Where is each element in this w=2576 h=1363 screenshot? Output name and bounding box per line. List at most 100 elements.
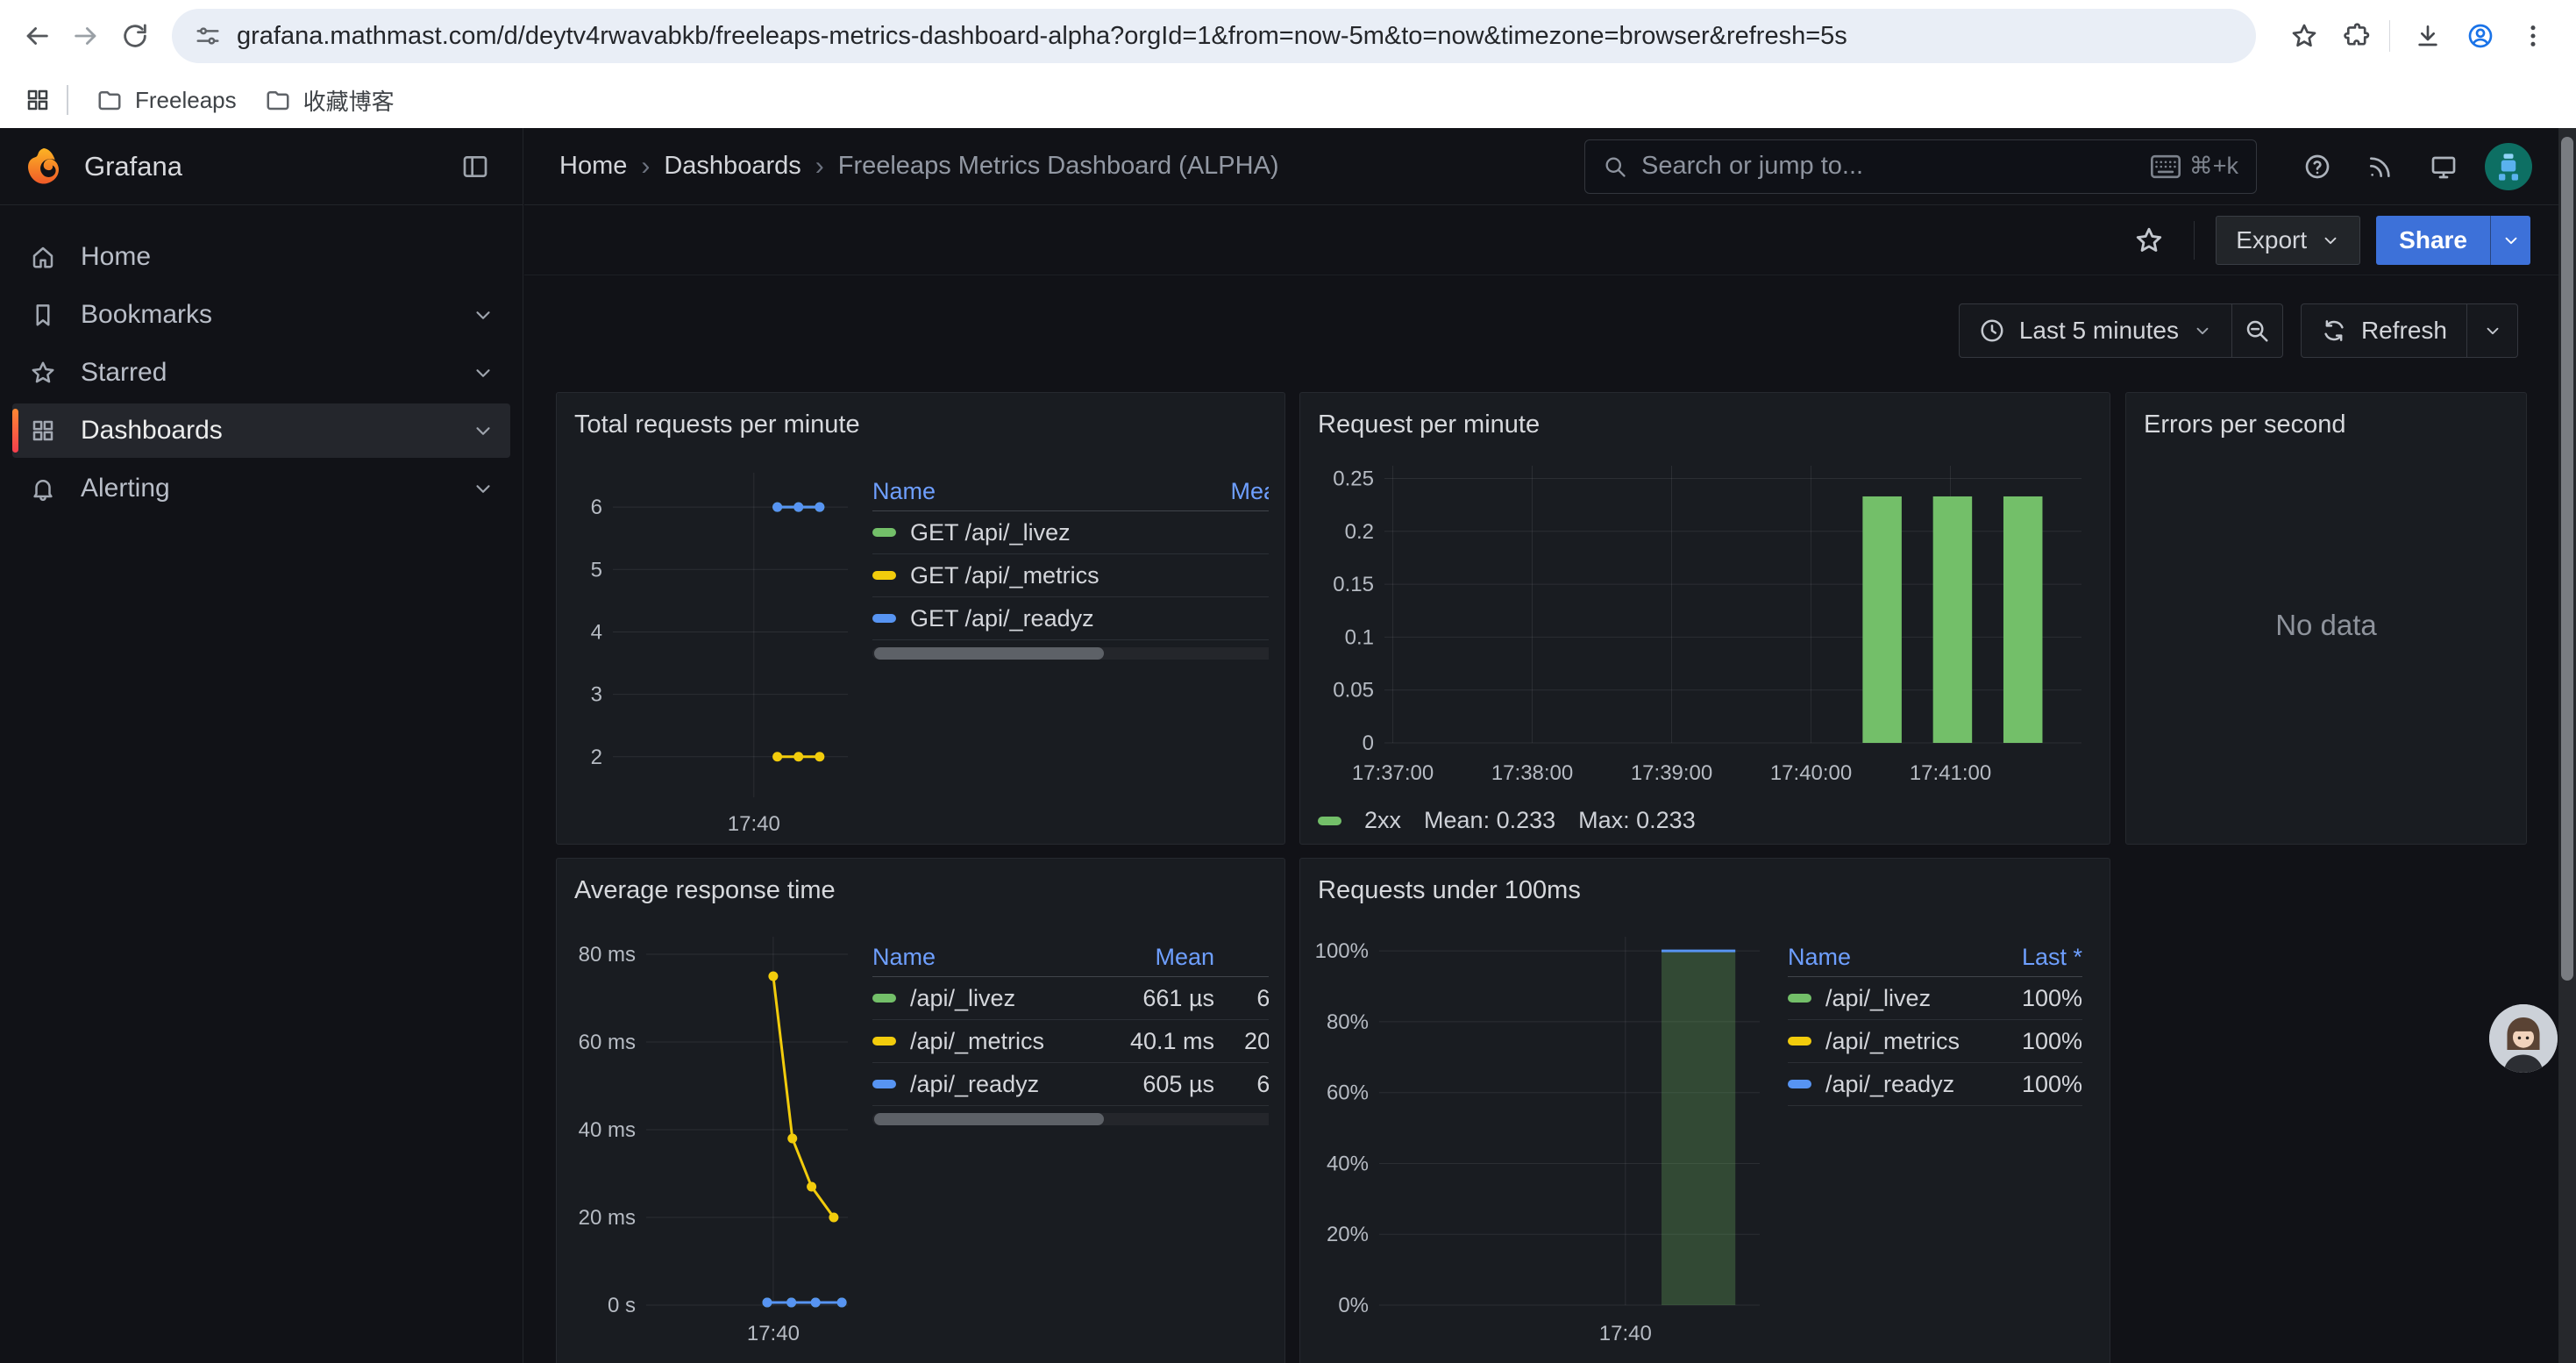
- apps-shortcut-button[interactable]: [18, 80, 58, 120]
- bookmark-page-button[interactable]: [2281, 12, 2328, 60]
- download-icon: [2414, 22, 2442, 50]
- y-tick-label: 0.2: [1345, 520, 1374, 544]
- star-icon: [30, 360, 56, 386]
- series-point: [829, 1213, 838, 1223]
- sidebar-item-label: Home: [81, 242, 495, 272]
- bookmark-folder-blogs[interactable]: 收藏博客: [251, 77, 409, 124]
- search-input[interactable]: Search or jump to... ⌘+k: [1584, 139, 2257, 194]
- legend-col-header[interactable]: Last *: [1968, 944, 2082, 971]
- share-menu-button[interactable]: [2490, 216, 2530, 265]
- breadcrumb-home[interactable]: Home: [559, 152, 627, 181]
- chart-plot: 0.250.20.150.10.05017:37:0017:38:0017:39…: [1316, 450, 2096, 794]
- legend-row: GET /api/_livez 6: [872, 511, 1269, 554]
- series-color-dash: [1318, 817, 1341, 825]
- sidebar-item-dashboards[interactable]: Dashboards: [12, 403, 510, 458]
- scrollbar-thumb[interactable]: [2561, 137, 2573, 981]
- legend-series-name[interactable]: GET /api/_metrics: [910, 562, 1099, 589]
- legend-col-header[interactable]: Name: [872, 478, 1176, 505]
- request-per-minute-chart[interactable]: 0.250.20.150.10.05017:37:0017:38:0017:39…: [1316, 450, 2094, 798]
- refresh-button[interactable]: Refresh: [2302, 304, 2466, 357]
- sidebar: Grafana Home Bookmarks Starre: [0, 128, 523, 1363]
- legend-scrollbar-thumb[interactable]: [874, 647, 1104, 660]
- time-range-picker[interactable]: Last 5 minutes: [1960, 304, 2231, 357]
- panel-total-requests: Total requests per minute 6543217:40 Nam…: [556, 392, 1285, 845]
- legend-scrollbar-thumb[interactable]: [874, 1113, 1104, 1125]
- legend-col-header[interactable]: Mean: [1092, 944, 1214, 971]
- chevron-down-icon[interactable]: [472, 477, 495, 500]
- legend-stat-mean: Mean: 0.233: [1424, 807, 1555, 834]
- share-button[interactable]: Share: [2376, 216, 2490, 265]
- refresh-icon: [2321, 318, 2347, 344]
- panel-title[interactable]: Average response time: [573, 869, 1269, 916]
- dashboard-actions: Export Share: [524, 205, 2558, 275]
- series-point: [763, 1298, 772, 1308]
- legend-series-name[interactable]: /api/_metrics: [1825, 1028, 1960, 1055]
- downloads-button[interactable]: [2404, 12, 2451, 60]
- y-tick-label: 20 ms: [579, 1206, 636, 1230]
- avg-response-time-chart[interactable]: 80 ms60 ms40 ms20 ms0 s17:40: [573, 916, 857, 1359]
- favorite-dashboard-button[interactable]: [2125, 217, 2173, 264]
- sidebar-item-starred[interactable]: Starred: [12, 346, 510, 400]
- refresh-interval-button[interactable]: [2466, 304, 2517, 357]
- legend-value: 20.5 ms: [1214, 1028, 1269, 1055]
- help-button[interactable]: [2290, 139, 2345, 194]
- y-tick-label: 0.1: [1345, 625, 1374, 649]
- series-color-dash: [872, 1080, 896, 1088]
- panel-title[interactable]: Total requests per minute: [573, 403, 1269, 450]
- legend-col-header[interactable]: Name: [1788, 944, 1968, 971]
- legend-col-header[interactable]: Mean: [1176, 478, 1269, 505]
- forward-button[interactable]: [61, 11, 110, 61]
- x-tick-label: 17:40: [1599, 1322, 1652, 1345]
- legend-series-name[interactable]: /api/_livez: [1825, 985, 1931, 1012]
- legend-col-header[interactable]: Last *: [1214, 944, 1269, 971]
- legend-series-name[interactable]: GET /api/_livez: [910, 519, 1071, 546]
- sidebar-item-bookmarks[interactable]: Bookmarks: [12, 288, 510, 342]
- news-button[interactable]: [2353, 139, 2408, 194]
- reload-button[interactable]: [110, 11, 160, 61]
- bookmark-folder-freeleaps[interactable]: Freeleaps: [82, 80, 251, 121]
- x-tick-label: 17:40: [728, 812, 780, 836]
- browser-menu-button[interactable]: [2509, 12, 2557, 60]
- kiosk-mode-button[interactable]: [2416, 139, 2471, 194]
- user-avatar[interactable]: [2485, 143, 2532, 190]
- sidebar-item-alerting[interactable]: Alerting: [12, 461, 510, 516]
- series-point: [807, 1182, 816, 1192]
- legend-series-name[interactable]: /api/_metrics: [910, 1028, 1044, 1055]
- profile-button[interactable]: [2457, 12, 2504, 60]
- legend-series-name[interactable]: /api/_readyz: [910, 1071, 1039, 1098]
- extensions-button[interactable]: [2333, 12, 2380, 60]
- panel-title[interactable]: Requests under 100ms: [1316, 869, 2094, 916]
- x-tick-label: 17:40: [747, 1322, 800, 1345]
- legend-series-name[interactable]: /api/_readyz: [1825, 1071, 1954, 1098]
- back-button[interactable]: [12, 11, 61, 61]
- legend-series-name[interactable]: GET /api/_readyz: [910, 605, 1094, 632]
- legend-series-name[interactable]: /api/_livez: [910, 985, 1015, 1012]
- y-tick-label: 3: [591, 683, 602, 707]
- panel-title[interactable]: Request per minute: [1316, 403, 2094, 450]
- floating-assistant-avatar[interactable]: [2489, 1004, 2558, 1073]
- export-button[interactable]: Export: [2216, 216, 2360, 265]
- zoom-out-time-button[interactable]: [2231, 304, 2282, 357]
- requests-under-100ms-chart[interactable]: 100%80%60%40%20%0%17:40: [1316, 916, 1772, 1359]
- url-bar[interactable]: grafana.mathmast.com/d/deytv4rwavabkb/fr…: [172, 9, 2256, 63]
- y-tick-label: 5: [591, 558, 602, 582]
- x-tick-label: 17:37:00: [1352, 761, 1434, 785]
- series-color-dash: [872, 528, 896, 537]
- chevron-down-icon[interactable]: [472, 361, 495, 384]
- chevron-down-icon[interactable]: [472, 303, 495, 326]
- bar: [1933, 496, 1973, 743]
- total-requests-chart[interactable]: 6543217:40: [573, 450, 857, 849]
- legend-header-row: NameMean: [872, 473, 1269, 511]
- panel-title[interactable]: Errors per second: [2142, 403, 2510, 450]
- sidebar-item-home[interactable]: Home: [12, 230, 510, 284]
- sidebar-toggle-button[interactable]: [451, 142, 500, 191]
- legend-col-header[interactable]: Name: [872, 944, 1092, 971]
- legend-value: 661 µs: [1092, 985, 1214, 1012]
- chevron-down-icon[interactable]: [472, 419, 495, 442]
- legend-series-name[interactable]: 2xx: [1364, 807, 1401, 834]
- breadcrumb-dashboards[interactable]: Dashboards: [664, 152, 801, 181]
- chevron-down-icon: [2501, 231, 2521, 250]
- bookmarks-bar: Freeleaps 收藏博客: [0, 72, 2576, 128]
- legend-value: 6: [1176, 519, 1269, 546]
- site-info-icon[interactable]: [195, 23, 221, 49]
